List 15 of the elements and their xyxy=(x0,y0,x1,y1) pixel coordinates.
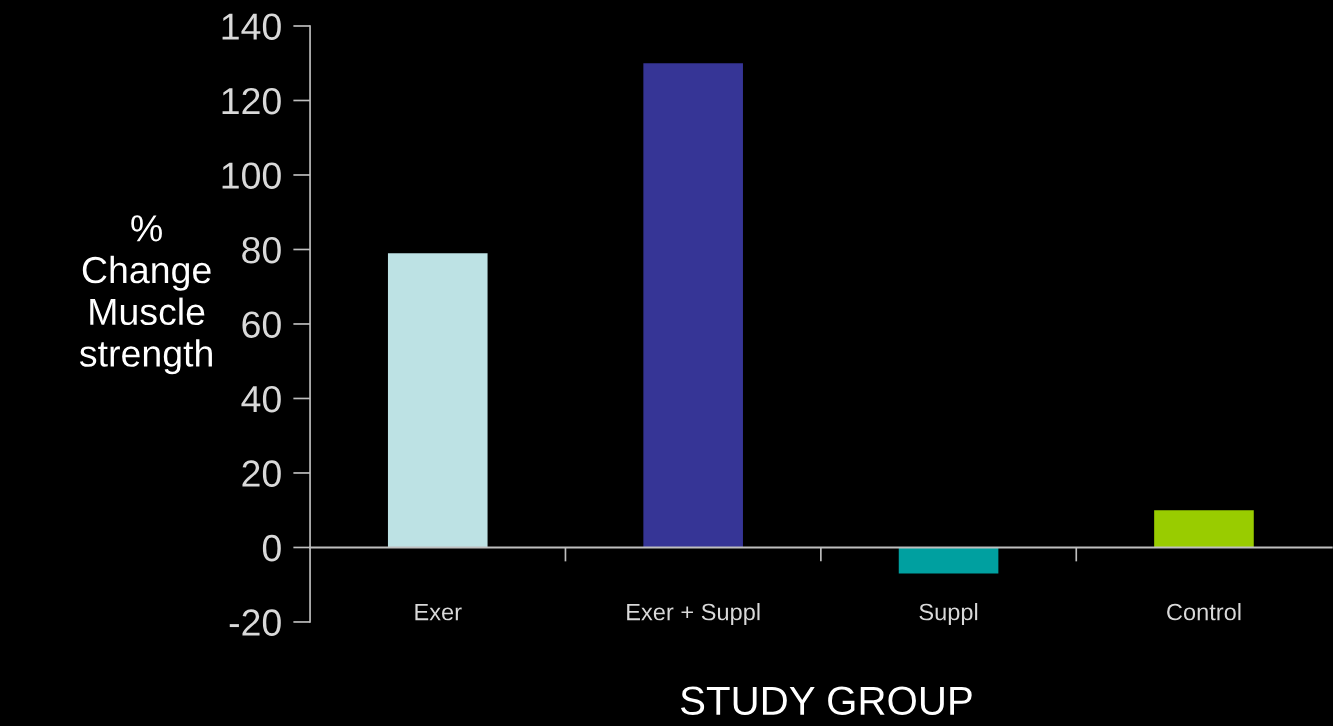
y-tick-label: 100 xyxy=(222,162,281,189)
x-tick-label: Exer xyxy=(415,603,462,621)
y-axis-title: % Change Muscle strength xyxy=(79,215,212,375)
y-tick-label: 120 xyxy=(222,87,281,115)
y-tick-label: 20 xyxy=(242,460,281,487)
y-tick-label: -20 xyxy=(229,609,281,636)
y-tick-label: 140 xyxy=(222,13,281,40)
x-tick-label: Control xyxy=(1167,603,1241,621)
y-tick-label: 80 xyxy=(242,236,281,264)
y-tick-label: 0 xyxy=(262,534,281,562)
y-tick-label: 40 xyxy=(241,385,281,413)
x-tick-label: Exer + Suppl xyxy=(627,603,760,626)
x-axis-title: STUDY GROUP xyxy=(680,686,972,716)
x-tick-label: Suppl xyxy=(919,603,978,626)
y-tick-label: 60 xyxy=(242,311,281,338)
